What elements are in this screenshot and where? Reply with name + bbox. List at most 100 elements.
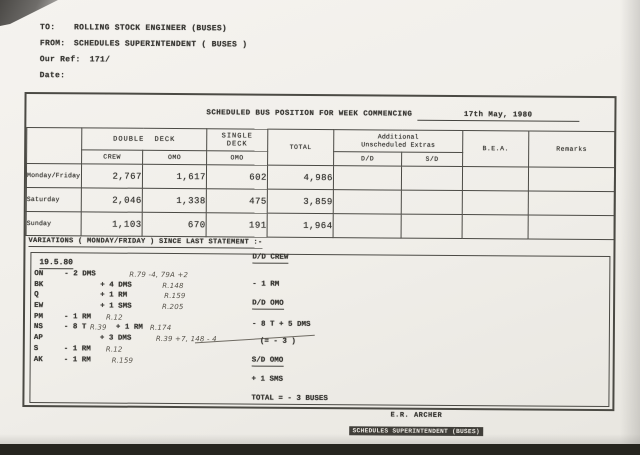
col-additional-line2: Unscheduled Extras xyxy=(361,140,436,149)
col-single-deck: SINGLE DECK xyxy=(206,128,268,152)
col-dd: D/D xyxy=(333,151,402,167)
entry-change-2: + 1 RM xyxy=(115,324,143,333)
col-sd: S/D xyxy=(401,152,463,167)
scan-bottom-shade xyxy=(0,434,640,444)
entry-change: - 2 DMS xyxy=(64,270,96,279)
scan-bottom-edge xyxy=(0,444,640,455)
form-box: SCHEDULED BUS POSITION FOR WEEK COMMENCI… xyxy=(22,91,617,412)
entry-change: - 1 RM xyxy=(63,312,92,322)
cell-omo-dd: 1,338 xyxy=(142,188,207,213)
cell-total: 4,986 xyxy=(267,165,334,190)
cell-crew: 2,046 xyxy=(81,187,143,213)
col-omo-dd: OMO xyxy=(142,150,207,165)
col-total: TOTAL xyxy=(267,129,334,166)
entry-change: + 1 RM xyxy=(100,291,128,301)
col-remarks: Remarks xyxy=(528,130,615,168)
cell-bea-empty xyxy=(462,166,529,191)
garage-code: EW xyxy=(34,302,44,311)
variations-heading: VARIATIONS ( MONDAY/FRIDAY ) SINCE LAST … xyxy=(28,236,263,249)
garage-code: AP xyxy=(33,334,43,343)
cell-dd-empty xyxy=(333,165,402,191)
cell-sd-empty xyxy=(401,190,463,215)
garage-code: ON xyxy=(34,270,44,279)
bus-position-table: DOUBLE DECK SINGLE DECK TOTAL Additional… xyxy=(26,127,616,240)
row-day: Saturday xyxy=(26,187,82,212)
entry-handwritten-note: R.79 -4, 79A +2 xyxy=(129,270,189,280)
cell-omo-sd: 602 xyxy=(206,164,268,190)
cell-bea-empty xyxy=(462,214,529,239)
scan-right-shadow xyxy=(620,0,640,455)
entry-change: - 1 RM xyxy=(63,345,91,354)
variations-date: 19.5.80 xyxy=(39,258,74,270)
cell-omo-dd: 1,617 xyxy=(142,164,207,189)
cell-remarks-empty xyxy=(528,214,615,240)
row-day: Monday/Friday xyxy=(26,163,82,188)
col-double-deck: DOUBLE DECK xyxy=(81,127,207,151)
garage-code: S xyxy=(33,344,39,353)
entry-change: + 3 DMS xyxy=(99,334,132,343)
memo-from-line: FROM: SCHEDULES SUPERINTENDENT ( BUSES ) xyxy=(39,39,247,49)
memo-ref-label: Our Ref: xyxy=(39,55,81,65)
summary-dd-omo-value: - 8 T + 5 DMS xyxy=(251,320,311,329)
cell-omo-sd: 191 xyxy=(206,212,268,238)
variations-entry-list: ON - 2 DMS R.79 -4, 79A +2 BK + 4 DMS R.… xyxy=(34,270,265,368)
entry-handwritten-note: R.159 xyxy=(111,356,134,365)
cell-omo-sd: 475 xyxy=(206,188,268,214)
cell-sd-empty xyxy=(401,214,463,239)
cell-dd-empty xyxy=(333,213,402,239)
memo-ref-value: 171/ xyxy=(89,55,111,65)
summary-dd-crew-label: D/D CREW xyxy=(252,253,289,264)
cell-remarks-empty xyxy=(528,166,615,192)
cell-total: 3,859 xyxy=(267,189,334,214)
cell-bea-empty xyxy=(462,190,529,215)
corner-cell xyxy=(26,127,82,164)
cell-dd-empty xyxy=(333,189,402,215)
form-title: SCHEDULED BUS POSITION FOR WEEK COMMENCI… xyxy=(206,109,580,122)
garage-code: AK xyxy=(33,355,43,364)
memo-date-label: Date: xyxy=(39,71,66,81)
memo-from-value: SCHEDULES SUPERINTENDENT ( BUSES ) xyxy=(73,39,248,50)
cell-omo-dd: 670 xyxy=(142,212,207,237)
col-additional: Additional Unscheduled Extras xyxy=(333,129,463,153)
entry-change: - 1 RM xyxy=(63,355,91,364)
signature-name: E.R. ARCHER xyxy=(390,411,443,420)
cell-crew: 1,103 xyxy=(81,211,143,237)
col-crew: CREW xyxy=(81,149,143,165)
summary-dd-omo-label: D/D OMO xyxy=(252,299,284,310)
summary-dd-omo-note: (= - 3 ) xyxy=(259,337,296,346)
memo-from-label: FROM: xyxy=(39,39,66,49)
garage-code: NS xyxy=(33,323,43,332)
cell-crew: 2,767 xyxy=(81,163,143,189)
row-day: Sunday xyxy=(26,211,82,236)
entry-handwritten-note: R.205 xyxy=(162,302,184,312)
entry-handwritten-note: R.12 xyxy=(105,313,123,322)
variation-entry: AK - 1 RM R.159 xyxy=(34,356,264,368)
memo-to-value: ROLLING STOCK ENGINEER (BUSES) xyxy=(73,23,228,34)
summary-dd-crew-value: - 1 RM xyxy=(252,280,280,289)
summary-sd-omo-label: S/D OMO xyxy=(251,356,284,367)
cell-total: 1,964 xyxy=(267,213,334,238)
table-row: Sunday 1,103 670 191 1,964 xyxy=(26,211,615,240)
entry-change: - 8 T xyxy=(63,323,87,332)
entry-handwritten-note: R.39 xyxy=(89,323,107,332)
entry-change: + 4 DMS xyxy=(100,281,132,290)
entry-change: + 1 SMS xyxy=(100,302,132,311)
memo-date-line: Date: xyxy=(40,71,66,80)
summary-total: TOTAL = - 3 BUSES xyxy=(251,394,328,404)
col-omo-sd: OMO xyxy=(206,150,268,166)
memo-to-label: TO: xyxy=(39,23,56,33)
entry-handwritten-note: R.12 xyxy=(105,345,123,354)
form-title-text: SCHEDULED BUS POSITION FOR WEEK COMMENCI… xyxy=(206,109,413,119)
garage-code: PM xyxy=(33,312,44,321)
garage-code: Q xyxy=(34,291,39,300)
cell-remarks-empty xyxy=(528,190,615,216)
memo-ref-line: Our Ref: 171/ xyxy=(39,55,110,65)
week-commencing-date: 17th May, 1980 xyxy=(417,110,580,122)
cell-sd-empty xyxy=(401,166,463,191)
memo-to-line: TO: ROLLING STOCK ENGINEER (BUSES) xyxy=(39,23,227,33)
form-title-row: SCHEDULED BUS POSITION FOR WEEK COMMENCI… xyxy=(26,94,614,131)
col-bea: B.E.A. xyxy=(462,130,529,167)
entry-handwritten-note: R.159 xyxy=(164,292,186,301)
